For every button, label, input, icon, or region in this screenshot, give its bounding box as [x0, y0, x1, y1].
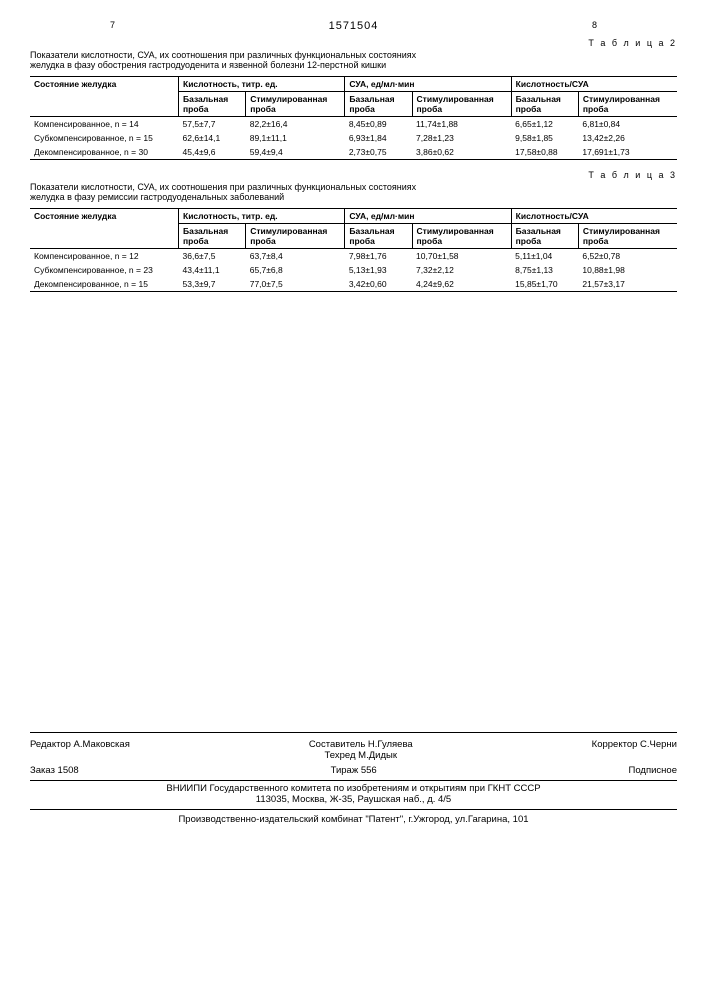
cell: 10,70±1,58 [412, 249, 511, 264]
cell: 7,28±1,23 [412, 131, 511, 145]
cell: 6,81±0,84 [578, 117, 677, 132]
col-group3: Кислотность/СУА [511, 77, 677, 92]
table-row: Декомпенсированное, n = 30 45,4±9,6 59,4… [30, 145, 677, 160]
cell-state: Субкомпенсированное, n = 15 [30, 131, 179, 145]
table3-label: Т а б л и ц а 3 [30, 170, 677, 180]
cell: 3,86±0,62 [412, 145, 511, 160]
col-group1: Кислотность, титр. ед. [179, 209, 345, 224]
col-state: Состояние желудка [30, 209, 179, 249]
sub-basal: Базальная проба [179, 224, 246, 249]
cell: 63,7±8,4 [246, 249, 345, 264]
cell: 10,88±1,98 [578, 263, 677, 277]
sign: Подписное [629, 765, 677, 776]
table-row: Компенсированное, n = 12 36,6±7,5 63,7±8… [30, 249, 677, 264]
cell: 2,73±0,75 [345, 145, 412, 160]
sub-basal: Базальная проба [511, 224, 578, 249]
cell: 11,74±1,88 [412, 117, 511, 132]
cell: 17,58±0,88 [511, 145, 578, 160]
sub-stim: Стимулированная проба [412, 92, 511, 117]
publisher: Производственно-издательский комбинат "П… [30, 809, 677, 825]
corrector: Корректор С.Черни [592, 739, 677, 761]
col-group3: Кислотность/СУА [511, 209, 677, 224]
cell-state: Декомпенсированное, n = 15 [30, 277, 179, 292]
compiler: Составитель Н.Гуляева [309, 739, 413, 750]
col-group2: СУА, ед/мл·мин [345, 209, 511, 224]
cell: 36,6±7,5 [179, 249, 246, 264]
col-group2: СУА, ед/мл·мин [345, 77, 511, 92]
table2-caption: Показатели кислотности, СУА, их соотноше… [30, 50, 430, 70]
cell: 6,65±1,12 [511, 117, 578, 132]
cell: 7,98±1,76 [345, 249, 412, 264]
cell: 9,58±1,85 [511, 131, 578, 145]
org: ВНИИПИ Государственного комитета по изоб… [30, 783, 677, 794]
document-number: 1571504 [329, 20, 379, 32]
table-row: Компенсированное, n = 14 57,5±7,7 82,2±1… [30, 117, 677, 132]
sub-basal: Базальная проба [345, 224, 412, 249]
cell: 8,75±1,13 [511, 263, 578, 277]
order: Заказ 1508 [30, 765, 79, 776]
tech: Техред М.Дидык [325, 750, 397, 761]
table2: Состояние желудка Кислотность, титр. ед.… [30, 76, 677, 160]
sub-basal: Базальная проба [345, 92, 412, 117]
address: 113035, Москва, Ж-35, Раушская наб., д. … [30, 794, 677, 805]
cell: 77,0±7,5 [246, 277, 345, 292]
cell: 5,11±1,04 [511, 249, 578, 264]
table3: Состояние желудка Кислотность, титр. ед.… [30, 208, 677, 292]
sub-stim: Стимулированная проба [578, 92, 677, 117]
sub-basal: Базальная проба [179, 92, 246, 117]
table-row: Субкомпенсированное, n = 23 43,4±11,1 65… [30, 263, 677, 277]
cell-state: Компенсированное, n = 14 [30, 117, 179, 132]
cell: 43,4±11,1 [179, 263, 246, 277]
cell: 65,7±6,8 [246, 263, 345, 277]
blank-space [30, 302, 677, 722]
table2-label: Т а б л и ц а 2 [30, 38, 677, 48]
cell: 4,24±9,62 [412, 277, 511, 292]
cell: 6,52±0,78 [578, 249, 677, 264]
col-state: Состояние желудка [30, 77, 179, 117]
cell: 21,57±3,17 [578, 277, 677, 292]
sub-stim: Стимулированная проба [412, 224, 511, 249]
cell: 5,13±1,93 [345, 263, 412, 277]
cell-state: Субкомпенсированное, n = 23 [30, 263, 179, 277]
cell: 45,4±9,6 [179, 145, 246, 160]
cell: 59,4±9,4 [246, 145, 345, 160]
col-group1: Кислотность, титр. ед. [179, 77, 345, 92]
cell-state: Декомпенсированное, n = 30 [30, 145, 179, 160]
sub-stim: Стимулированная проба [246, 224, 345, 249]
table3-caption: Показатели кислотности, СУА, их соотноше… [30, 182, 430, 202]
sub-basal: Базальная проба [511, 92, 578, 117]
cell: 62,6±14,1 [179, 131, 246, 145]
table-row: Декомпенсированное, n = 15 53,3±9,7 77,0… [30, 277, 677, 292]
cell: 8,45±0,89 [345, 117, 412, 132]
cell: 3,42±0,60 [345, 277, 412, 292]
cell-state: Компенсированное, n = 12 [30, 249, 179, 264]
tirage: Тираж 556 [331, 765, 377, 776]
cell: 57,5±7,7 [179, 117, 246, 132]
cell: 15,85±1,70 [511, 277, 578, 292]
page-left: 7 [110, 20, 115, 32]
editor: Редактор А.Маковская [30, 739, 130, 761]
sub-stim: Стимулированная проба [246, 92, 345, 117]
page-right: 8 [592, 20, 597, 32]
cell: 13,42±2,26 [578, 131, 677, 145]
cell: 82,2±16,4 [246, 117, 345, 132]
cell: 6,93±1,84 [345, 131, 412, 145]
cell: 7,32±2,12 [412, 263, 511, 277]
sub-stim: Стимулированная проба [578, 224, 677, 249]
cell: 89,1±11,1 [246, 131, 345, 145]
footer: Редактор А.Маковская Составитель Н.Гуляе… [30, 732, 677, 825]
cell: 53,3±9,7 [179, 277, 246, 292]
table-row: Субкомпенсированное, n = 15 62,6±14,1 89… [30, 131, 677, 145]
cell: 17,691±1,73 [578, 145, 677, 160]
